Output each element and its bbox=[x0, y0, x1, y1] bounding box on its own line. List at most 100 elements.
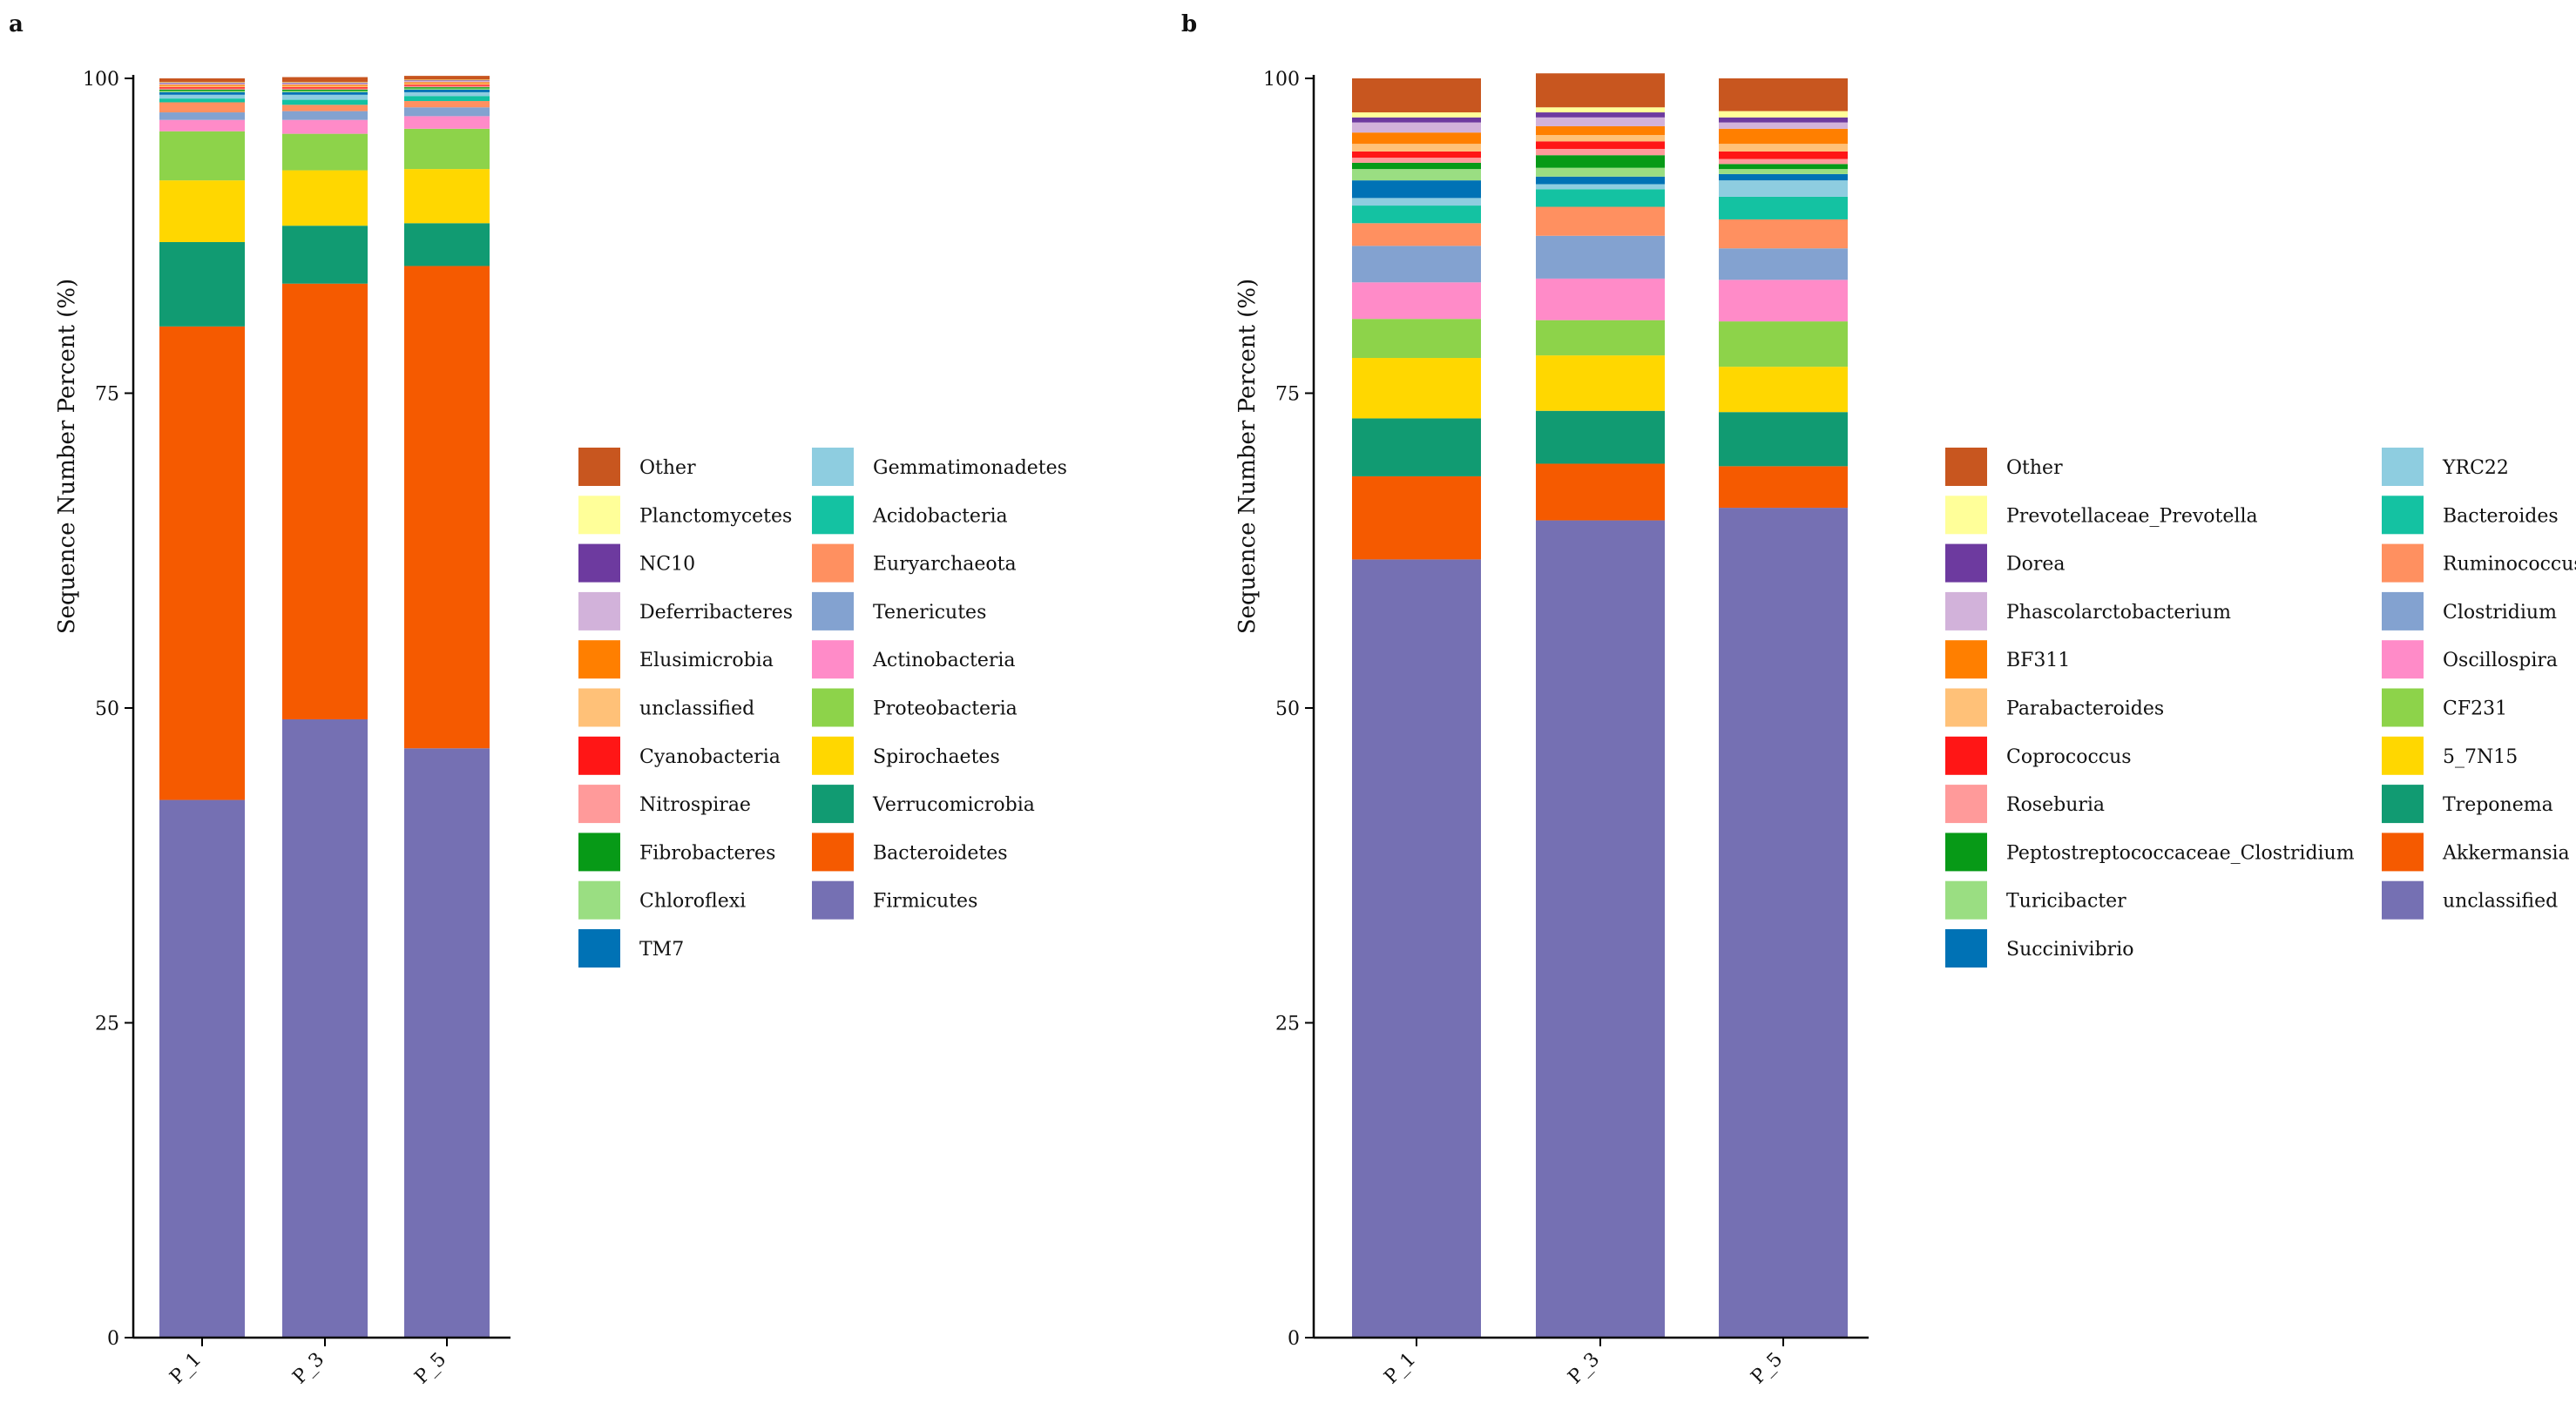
bar-segment-acidobacteria bbox=[404, 96, 490, 102]
legend-label: Bacteroides bbox=[2443, 505, 2559, 527]
bar-segment-euryarchaeota bbox=[159, 102, 245, 113]
legend-swatch bbox=[2382, 543, 2424, 583]
legend-item-dorea: Dorea bbox=[1945, 543, 2066, 583]
bar-segment-roseburia bbox=[1536, 148, 1665, 156]
bar-segment-tm7 bbox=[282, 91, 368, 95]
bar-segment-turicibacter bbox=[1352, 169, 1481, 181]
legend-label: Treponema bbox=[2443, 794, 2553, 816]
legend-swatch bbox=[2382, 496, 2424, 535]
bar-segment-bf311 bbox=[1352, 132, 1481, 145]
bar-segment-unclassified bbox=[1352, 559, 1481, 1338]
bar-segment-tenericutes bbox=[404, 107, 490, 117]
y-tick-label: 0 bbox=[107, 1328, 119, 1350]
legend-label: TM7 bbox=[639, 939, 684, 961]
bar-segment-coprococcus bbox=[1352, 151, 1481, 158]
bar-segment-succinivibrio bbox=[1536, 176, 1665, 185]
legend-item-elusimicrobia: Elusimicrobia bbox=[578, 640, 774, 679]
bar-segment-spirochaetes bbox=[282, 170, 368, 226]
legend-label: Planctomycetes bbox=[639, 505, 792, 527]
bar-stack-p-5 bbox=[404, 76, 490, 1338]
legend-item-nitrospirae: Nitrospirae bbox=[578, 785, 751, 824]
legend: Other Planctomycetes NC10 Deferribacteres El… bbox=[578, 448, 1067, 968]
bar-segment-clostridium bbox=[1719, 248, 1848, 280]
legend-item-cyanobacteria: Cyanobacteria bbox=[578, 736, 781, 775]
legend-label: Tenericutes bbox=[873, 602, 986, 624]
bar-segment-tm7 bbox=[404, 90, 490, 92]
bar-segment-cf231 bbox=[1352, 319, 1481, 359]
bar-segment-other bbox=[404, 76, 490, 80]
legend-swatch bbox=[578, 543, 620, 583]
bar-segment-unclassified bbox=[1719, 508, 1848, 1338]
x-tick-label-p-1: P_1 bbox=[166, 1349, 206, 1389]
legend-item-treponema: Treponema bbox=[2382, 785, 2553, 824]
legend-item-5-7n15: 5_7N15 bbox=[2382, 736, 2518, 775]
bar-segment-bacteroides bbox=[1352, 206, 1481, 224]
bar-stack-p-1 bbox=[1352, 78, 1481, 1338]
legend-item-cf231: CF231 bbox=[2382, 688, 2507, 727]
bar-segment-firmicutes bbox=[404, 748, 490, 1338]
bar-segment-dorea bbox=[1352, 117, 1481, 123]
legend-item-other: Other bbox=[1945, 448, 2063, 486]
bar-segment-actinobacteria bbox=[404, 116, 490, 129]
bar-segment-bacteroidetes bbox=[404, 266, 490, 749]
legend-item-bacteroides: Bacteroides bbox=[2382, 496, 2559, 535]
bar-segment-actinobacteria bbox=[159, 119, 245, 131]
bar-segment-phascolarctobacterium bbox=[1536, 117, 1665, 126]
legend-item-proteobacteria: Proteobacteria bbox=[812, 688, 1018, 727]
legend-item-other: Other bbox=[578, 448, 696, 486]
bar-segment-actinobacteria bbox=[282, 119, 368, 134]
bar-segment-proteobacteria bbox=[282, 133, 368, 171]
legend-swatch bbox=[1945, 496, 1987, 535]
bar-segment-unclassified bbox=[282, 85, 368, 88]
bar-stack-p-5 bbox=[1719, 78, 1848, 1338]
bar-segment-bacteroidetes bbox=[159, 326, 245, 800]
x-tick-label-p-1: P_1 bbox=[1380, 1349, 1420, 1389]
panel-letter: a bbox=[9, 11, 24, 37]
legend-swatch bbox=[1945, 640, 1987, 679]
bar-segment-nitrospirae bbox=[159, 88, 245, 91]
legend-item-turicibacter: Turicibacter bbox=[1945, 880, 2126, 920]
bar-segment-coprococcus bbox=[1536, 141, 1665, 149]
bar-segment-acidobacteria bbox=[159, 98, 245, 103]
bar-segment-treponema bbox=[1536, 410, 1665, 464]
bar-segment-elusimicrobia bbox=[159, 84, 245, 86]
y-tick-label: 50 bbox=[1275, 698, 1300, 720]
legend-item-chloroflexi: Chloroflexi bbox=[578, 880, 746, 920]
bar-segment-other bbox=[1719, 78, 1848, 111]
bar-segment-proteobacteria bbox=[404, 128, 490, 170]
legend-swatch bbox=[578, 591, 620, 630]
y-tick-label: 25 bbox=[95, 1014, 119, 1035]
bar-segment-parabacteroides bbox=[1719, 144, 1848, 152]
bar-stacks bbox=[1352, 73, 1848, 1338]
legend-label: Dorea bbox=[2006, 554, 2066, 576]
legend-item-euryarchaeota: Euryarchaeota bbox=[812, 543, 1017, 583]
bar-segment-unclassified bbox=[159, 85, 245, 88]
legend-item-actinobacteria: Actinobacteria bbox=[812, 640, 1016, 679]
legend-label: Parabacteroides bbox=[2006, 698, 2164, 720]
legend-label: Firmicutes bbox=[873, 891, 977, 913]
bar-segment-cf231 bbox=[1536, 320, 1665, 356]
legend-swatch bbox=[578, 448, 620, 486]
bar-stack-p-3 bbox=[1536, 73, 1665, 1338]
bar-segment-peptostreptococcaceae-clostridium bbox=[1352, 162, 1481, 170]
bar-segment-planctomycetes bbox=[404, 79, 490, 81]
bar-segment-nitrospirae bbox=[282, 88, 368, 91]
legend-item-parabacteroides: Parabacteroides bbox=[1945, 688, 2164, 727]
bar-segment-other bbox=[1352, 78, 1481, 113]
bar-segment-akkermansia bbox=[1536, 463, 1665, 521]
bar-segment-elusimicrobia bbox=[404, 82, 490, 84]
bar-segment-verrucomicrobia bbox=[159, 241, 245, 327]
legend-label: Elusimicrobia bbox=[639, 650, 774, 671]
legend-item-ruminococcus: Ruminococcus bbox=[2382, 543, 2576, 583]
legend-swatch bbox=[578, 785, 620, 824]
legend-label: Turicibacter bbox=[2006, 891, 2126, 913]
bar-segment-acidobacteria bbox=[282, 99, 368, 105]
legend-item-peptostreptococcaceae-clostridium: Peptostreptococcaceae_Clostridium bbox=[1945, 833, 2355, 872]
bar-segment-oscillospira bbox=[1719, 280, 1848, 322]
y-tick-label: 100 bbox=[83, 69, 119, 91]
bar-segment-clostridium bbox=[1536, 235, 1665, 279]
bar-segment-gemmatimonadetes bbox=[404, 91, 490, 97]
legend-label: Spirochaetes bbox=[873, 746, 1000, 768]
y-tick-label: 25 bbox=[1275, 1014, 1300, 1035]
legend-swatch bbox=[578, 640, 620, 679]
